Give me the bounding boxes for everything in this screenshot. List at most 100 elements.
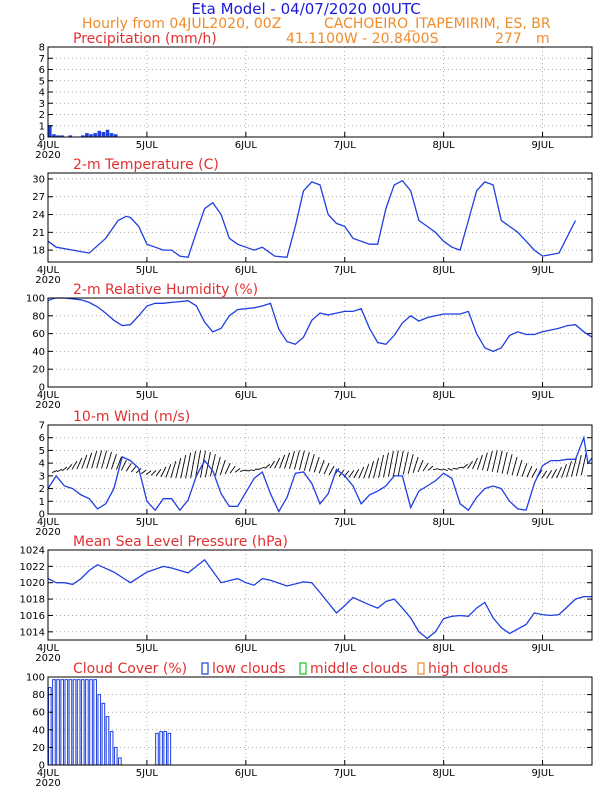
cloud-bar — [64, 679, 69, 766]
y-tick-label: 1 — [39, 497, 45, 508]
x-tick-label: 4JUL — [37, 140, 60, 151]
cloud-bar — [97, 694, 102, 766]
x-tick-label: 4JUL — [37, 768, 60, 779]
y-tick-label: 100 — [26, 673, 45, 684]
panel-2: 18 21 24 27 30 4JUL 5JUL 6JUL 7JUL 8JUL 9JUL 2020 2-… — [32, 157, 593, 286]
wind-barb — [472, 457, 478, 470]
wind-barb — [51, 470, 58, 474]
x-tick-label: 4JUL — [37, 517, 60, 528]
wind-barb — [61, 466, 68, 472]
wind-barb — [467, 460, 473, 469]
cloud-bar — [68, 679, 73, 766]
x-tick-label: 5JUL — [136, 265, 159, 276]
wind-barb — [570, 457, 577, 477]
wind-barb — [580, 452, 587, 476]
run-info: Hourly from 04JUL2020, 00Z — [82, 16, 281, 32]
wind-barb — [397, 450, 404, 476]
x-tick-label: 7JUL — [334, 768, 357, 779]
wind-barb — [76, 457, 83, 470]
series-line — [47, 297, 593, 353]
wind-barb — [437, 468, 443, 471]
wind-barb — [140, 469, 147, 475]
y-tick-label: 1022 — [20, 562, 45, 573]
wind-barb — [417, 459, 424, 473]
wind-barb — [392, 450, 399, 477]
wind-barb — [531, 468, 538, 478]
bar-series — [48, 679, 172, 766]
y-tick-label: 5 — [39, 76, 45, 87]
wind-barb — [264, 463, 271, 469]
wind-barb — [516, 459, 523, 477]
x-tick-label: 9JUL — [531, 643, 554, 654]
series-line — [47, 179, 577, 259]
x-tick-label: 8JUL — [433, 768, 456, 779]
cloud-bar — [76, 679, 81, 766]
wind-barb — [462, 463, 468, 469]
panel-4: 0 1 2 34 5 67 4JUL 5JUL 6JUL 7JUL 8JUL 9JUL 2020 10-m… — [35, 409, 593, 538]
wind-barb — [66, 463, 73, 471]
cloud-bar — [93, 679, 97, 766]
wind-barb — [358, 466, 365, 479]
series-line — [47, 435, 593, 513]
series-line — [47, 558, 592, 640]
wind-barb — [86, 452, 93, 469]
wind-barb — [298, 450, 305, 471]
panel-3: 0 20 40 60 80 100 4JUL 5JUL 6JUL 7JUL 8JUL 9JUL 2020… — [26, 282, 593, 411]
model-title: Eta Model - 04/07/2020 00UTC — [191, 0, 420, 18]
wind-barb — [457, 466, 463, 469]
wind-barb — [447, 468, 453, 471]
precip-bar — [48, 125, 52, 138]
y-tick-label: 5 — [39, 446, 45, 457]
y-tick-label: 0 — [39, 133, 45, 144]
panel-title: Cloud Cover (%) — [73, 661, 187, 677]
y-tick-label: 80 — [32, 690, 45, 701]
x-year-label: 2020 — [35, 653, 60, 664]
y-tick-label: 6 — [39, 65, 45, 76]
y-tick-label: 60 — [32, 708, 45, 719]
plot-frame — [47, 424, 593, 515]
legend-label: low clouds — [212, 661, 286, 677]
wind-barb — [526, 465, 533, 478]
wind-barb — [106, 451, 112, 469]
y-tick-label: 1014 — [20, 627, 45, 638]
wind-barb — [170, 461, 177, 479]
legend-item: high clouds — [417, 661, 508, 677]
wind-barb — [96, 450, 103, 469]
x-tick-label: 6JUL — [235, 643, 258, 654]
wind-barb — [452, 467, 458, 470]
precip-bar — [97, 130, 102, 138]
x-year-label: 2020 — [35, 527, 60, 538]
wind-barb — [501, 451, 508, 474]
precip-bar — [105, 129, 110, 138]
y-tick-label: 60 — [32, 329, 45, 340]
x-tick-label: 9JUL — [531, 390, 554, 401]
wind-barb — [348, 470, 355, 478]
y-tick-label: 1018 — [20, 595, 45, 606]
station-name: CACHOEIRO_ITAPEMIRIM, ES, BR — [324, 16, 551, 32]
wind-barb — [546, 470, 553, 479]
wind-barb — [561, 464, 567, 478]
wind-barb — [81, 454, 88, 469]
x-tick-label: 4JUL — [37, 390, 60, 401]
y-tick-label: 30 — [32, 174, 45, 185]
y-tick-label: 4 — [39, 459, 45, 470]
wind-barb — [160, 466, 167, 478]
x-tick-label: 4JUL — [37, 265, 60, 276]
wind-barb — [111, 454, 117, 470]
cloud-bar — [105, 716, 110, 766]
x-year-label: 2020 — [35, 778, 60, 789]
y-tick-label: 40 — [32, 725, 45, 736]
x-year-label: 2020 — [35, 400, 60, 411]
cloud-bar — [48, 687, 52, 766]
x-tick-label: 8JUL — [433, 140, 456, 151]
wind-barb — [195, 450, 201, 479]
x-year-label: 2020 — [35, 150, 60, 161]
precip-bar — [109, 133, 114, 138]
wind-barb — [229, 465, 236, 474]
x-tick-label: 4JUL — [37, 643, 60, 654]
wind-barb — [294, 450, 300, 470]
y-tick-label: 3 — [39, 99, 45, 110]
elevation-unit: m — [536, 31, 550, 47]
